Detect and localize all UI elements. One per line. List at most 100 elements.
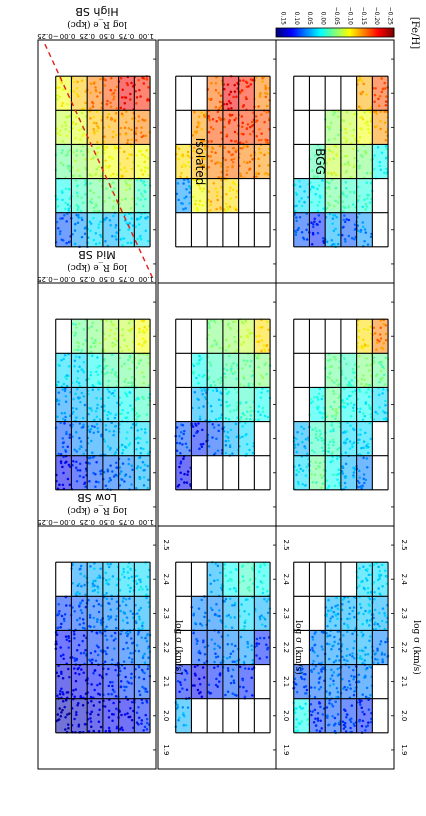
bin-cell	[356, 212, 373, 247]
bin-cell	[134, 178, 151, 213]
bin-cell	[207, 110, 223, 145]
bin-cell	[55, 110, 72, 145]
x-tick-label: 1.9	[282, 744, 290, 755]
panel-isolated-mid-sb	[37, 282, 157, 527]
colorbar-tick-label: 0.15	[279, 12, 286, 26]
bin-cell	[222, 178, 239, 213]
y-tick-label: 1.00	[138, 275, 154, 283]
bin-cell	[55, 596, 72, 631]
bin-cell	[102, 596, 119, 631]
bin-cell	[207, 562, 223, 597]
bin-cell	[372, 76, 389, 111]
x-tick-label: 1.9	[162, 744, 170, 755]
bin-cell	[134, 421, 151, 456]
bin-cell	[254, 562, 271, 597]
bin-cell	[207, 664, 223, 699]
bin-cell	[191, 630, 208, 665]
x-tick-label: 2.2	[162, 642, 170, 653]
colorbar-tick-label: 0.05	[306, 12, 313, 26]
bin-cell	[222, 353, 239, 388]
y-tick-label: 0.75	[119, 275, 135, 283]
panel-isolated-high-sb	[37, 39, 157, 284]
bin-cell	[87, 178, 103, 213]
bin-cell	[222, 110, 239, 145]
bin-cell	[207, 387, 223, 422]
bin-cell	[71, 178, 88, 213]
y-tick-label: 1.00	[138, 32, 154, 40]
bin-cell	[309, 178, 326, 213]
bin-cell	[293, 698, 310, 733]
bin-cell	[325, 630, 341, 665]
bin-cell	[134, 144, 151, 179]
colorbar-tick-label: −0.05	[333, 7, 340, 26]
panel-bgg-high-sb	[157, 39, 277, 284]
y-tick-label: 0.00	[60, 275, 76, 283]
bin-cell	[238, 387, 255, 422]
bin-cell	[372, 319, 389, 354]
bin-cell	[87, 353, 103, 388]
bin-cell	[175, 421, 192, 456]
bin-cell	[254, 110, 271, 145]
x-tick-label: 2.5	[162, 540, 170, 551]
colorbar-tick-label: −0.15	[360, 7, 367, 26]
bin-cell	[102, 212, 119, 247]
bin-cell	[134, 212, 151, 247]
bin-cell	[102, 387, 119, 422]
bin-cell	[325, 455, 341, 490]
bin-cell	[340, 421, 357, 456]
x-tick-label: 2.4	[162, 574, 170, 586]
x-tick-label: 2.0	[162, 710, 170, 721]
bin-cell	[293, 421, 310, 456]
bin-cell	[372, 353, 389, 388]
bin-cell	[254, 144, 271, 179]
bin-cell	[134, 76, 151, 111]
bin-cell	[102, 319, 119, 354]
colorbar-tick-label: −0.10	[346, 7, 353, 26]
bin-cell	[309, 212, 326, 247]
x-tick-label: 1.9	[400, 744, 408, 755]
bin-cell	[254, 387, 271, 422]
bin-cell	[207, 596, 223, 631]
x-tick-label: 2.1	[162, 676, 170, 687]
bin-cell	[356, 562, 373, 597]
y-tick-label: 0.00	[60, 518, 76, 526]
bin-cell	[356, 387, 373, 422]
bin-cell	[118, 562, 135, 597]
bin-cell	[309, 144, 326, 179]
bin-cell	[356, 76, 373, 111]
bin-cell	[293, 455, 310, 490]
bin-cell	[238, 664, 255, 699]
bin-cell	[87, 110, 103, 145]
bin-cell	[238, 630, 255, 665]
bin-cell	[238, 319, 255, 354]
bin-cell	[134, 698, 151, 733]
bin-cell	[134, 319, 151, 354]
x-tick-label: 2.4	[282, 574, 290, 586]
bin-cell	[325, 178, 341, 213]
colorbar-label: [Fe/H]	[409, 17, 420, 49]
bin-cell	[238, 76, 255, 111]
bin-cell	[340, 387, 357, 422]
colorbar-tick-label: −0.20	[373, 7, 380, 26]
bin-cell	[222, 421, 239, 456]
bin-cell	[118, 596, 135, 631]
bin-cell	[356, 664, 373, 699]
bin-cell	[222, 387, 239, 422]
bin-cell	[87, 562, 103, 597]
bin-cell	[55, 144, 72, 179]
bin-cell	[191, 144, 208, 179]
bin-cell	[118, 110, 135, 145]
x-tick-label: 2.0	[400, 710, 408, 721]
bin-cell	[71, 664, 88, 699]
bin-cell	[55, 421, 72, 456]
bin-cell	[175, 455, 192, 490]
bin-cell	[207, 421, 223, 456]
bin-cell	[222, 596, 239, 631]
x-tick-label: 2.1	[400, 676, 408, 687]
y-tick-label: 0.25	[79, 518, 95, 526]
bin-cell	[356, 178, 373, 213]
y-tick-label: 0.25	[79, 275, 95, 283]
bin-cell	[118, 630, 135, 665]
bin-cell	[356, 630, 373, 665]
